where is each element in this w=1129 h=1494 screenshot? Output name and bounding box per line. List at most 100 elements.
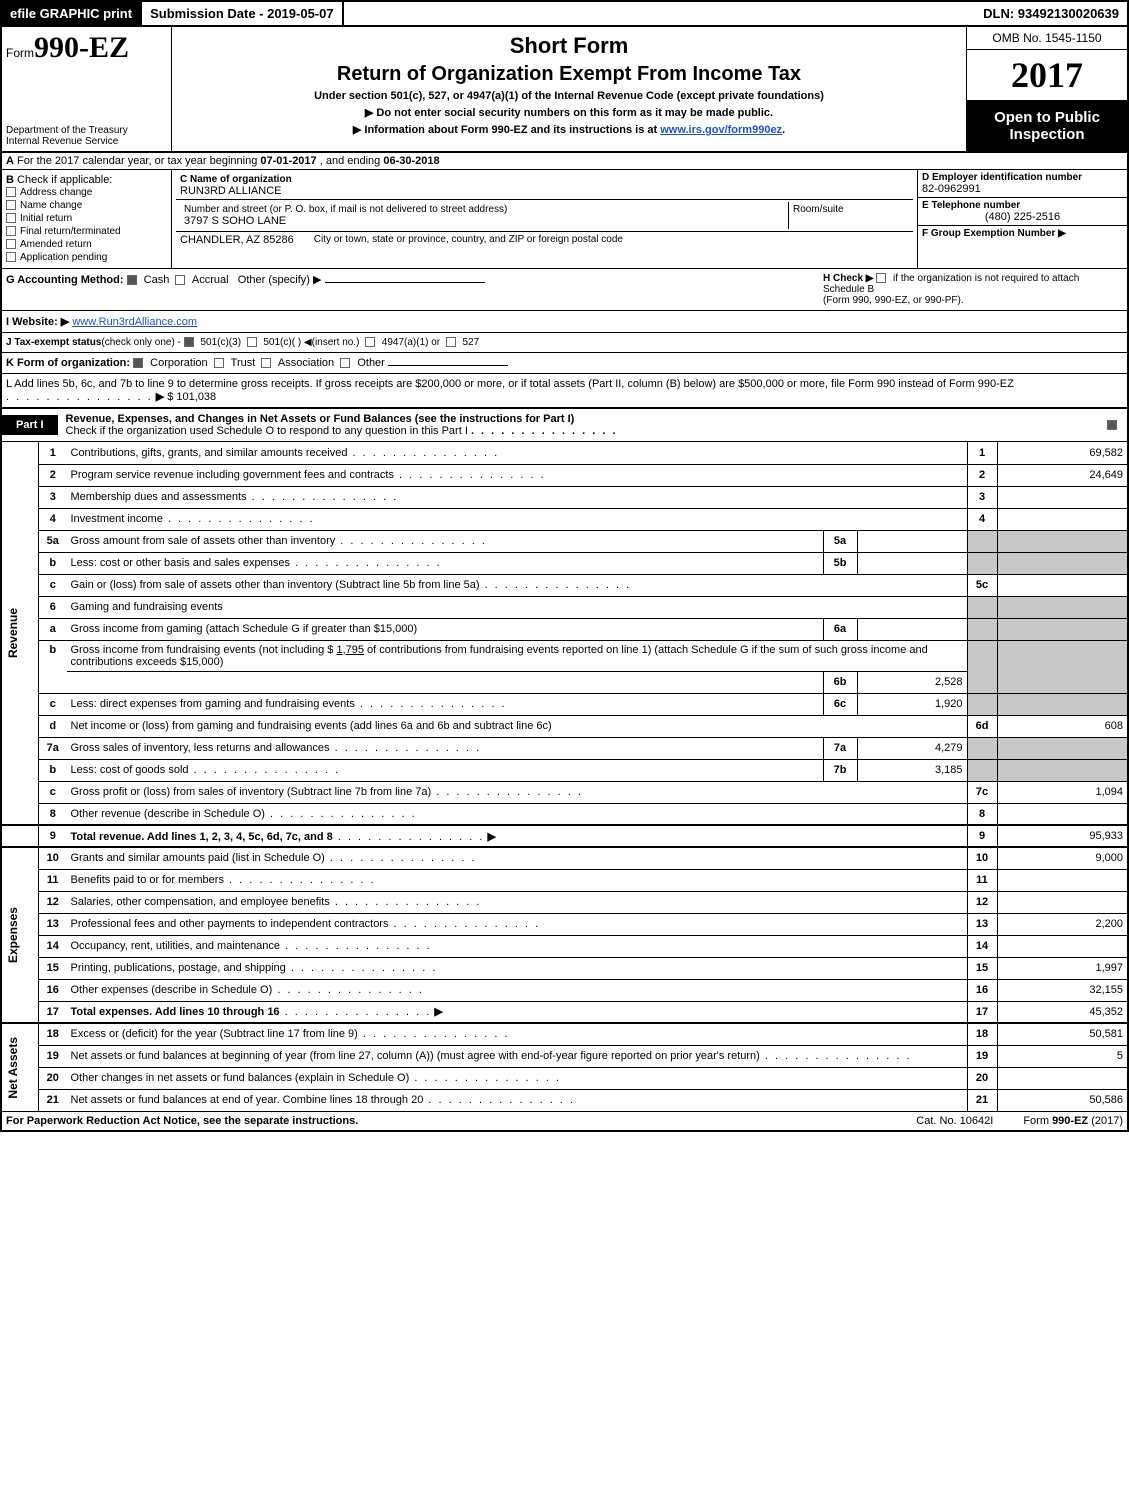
e-label: E Telephone number [922,200,1020,211]
f-row: F Group Exemption Number ▶ [918,226,1127,268]
line-15: 15 Printing, publications, postage, and … [2,957,1127,979]
amount: 50,581 [997,1023,1127,1045]
line-17: 17 Total expenses. Add lines 10 through … [2,1001,1127,1023]
subamt: 2,528 [857,671,967,693]
b-checklist: Address change Name change Initial retur… [6,186,167,264]
c-street-row: Number and street (or P. O. box, if mail… [176,200,913,232]
checkbox-icon[interactable] [133,358,143,368]
amount: 69,582 [997,442,1127,464]
checkbox-icon[interactable] [247,337,257,347]
subnum: 5a [823,530,857,552]
checkbox-icon[interactable] [1107,420,1117,430]
amount: 95,933 [997,825,1127,847]
footer-right-bold: 990-EZ [1052,1115,1088,1127]
desc: Net assets or fund balances at end of ye… [67,1089,968,1111]
boxnum-shade [967,640,997,693]
chk-application-pending[interactable]: Application pending [6,251,167,264]
line-4: 4 Investment income 4 [2,508,1127,530]
linenum: 8 [39,803,67,825]
checkbox-icon[interactable] [446,337,456,347]
chk-initial-return[interactable]: Initial return [6,212,167,225]
line-6c: c Less: direct expenses from gaming and … [2,693,1127,715]
footer-left: For Paperwork Reduction Act Notice, see … [6,1115,358,1127]
boxnum: 20 [967,1067,997,1089]
tax-year: 2017 [967,50,1127,101]
amount [997,1067,1127,1089]
line-21: 21 Net assets or fund balances at end of… [2,1089,1127,1111]
linenum: c [39,781,67,803]
department: Department of the Treasury Internal Reve… [6,125,167,147]
line-1: Revenue 1 Contributions, gifts, grants, … [2,442,1127,464]
subamt: 3,185 [857,759,967,781]
k-trust: Trust [231,357,256,369]
spacer [344,2,976,25]
info-pre: ▶ Information about Form 990-EZ and its … [353,124,660,136]
checkbox-icon[interactable] [876,273,886,283]
boxnum: 12 [967,891,997,913]
amount-shade [997,737,1127,759]
boxnum-shade [967,596,997,618]
subamt: 4,279 [857,737,967,759]
subnum: 5b [823,552,857,574]
checkbox-icon[interactable] [214,358,224,368]
checkbox-icon[interactable] [365,337,375,347]
desc: Gain or (loss) from sale of assets other… [67,574,968,596]
desc: Gross amount from sale of assets other t… [67,530,824,552]
arrow-icon: ▶ [434,1006,442,1018]
amount [997,574,1127,596]
amount-shade [997,596,1127,618]
boxnum: 18 [967,1023,997,1045]
a-begin: 07-01-2017 [260,155,316,167]
checkbox-icon[interactable] [175,275,185,285]
amount-shade [997,759,1127,781]
website-link[interactable]: www.Run3rdAlliance.com [72,316,197,328]
line-7c: c Gross profit or (loss) from sales of i… [2,781,1127,803]
amount-shade [997,552,1127,574]
f-label: F Group Exemption Number [922,228,1055,239]
efile-tag: efile GRAPHIC print [2,2,140,25]
boxnum: 4 [967,508,997,530]
irs-link[interactable]: www.irs.gov/form990ez [660,124,782,136]
linenum: 4 [39,508,67,530]
a-end: 06-30-2018 [383,155,439,167]
desc-blank [67,671,824,693]
checkbox-icon[interactable] [184,337,194,347]
desc: Gaming and fundraising events [67,596,968,618]
footer-right: Form 990-EZ (2017) [1023,1115,1123,1127]
footer: For Paperwork Reduction Act Notice, see … [0,1111,1129,1132]
linenum: 14 [39,935,67,957]
c-room: Room/suite [789,202,909,229]
checkbox-icon[interactable] [127,275,137,285]
opt-amended-return: Amended return [20,239,92,250]
line-12: 12 Salaries, other compensation, and emp… [2,891,1127,913]
amount: 24,649 [997,464,1127,486]
chk-name-change[interactable]: Name change [6,199,167,212]
j-501c: 501(c)( ) ◀(insert no.) [263,337,359,348]
c-city-val: CHANDLER, AZ 85286 [180,234,294,246]
chk-final-return[interactable]: Final return/terminated [6,225,167,238]
subamt [857,552,967,574]
header-block: Form990-EZ Department of the Treasury In… [0,25,1129,153]
e-val: (480) 225-2516 [922,211,1123,223]
checkbox-icon[interactable] [340,358,350,368]
chk-address-change[interactable]: Address change [6,186,167,199]
chk-amended-return[interactable]: Amended return [6,238,167,251]
boxnum: 5c [967,574,997,596]
a-mid: , and ending [317,155,384,167]
c-street-val: 3797 S SOHO LANE [184,215,784,227]
dots [6,391,153,403]
linenum: b [39,759,67,781]
dots [471,425,618,437]
subnum: 6b [823,671,857,693]
boxnum: 1 [967,442,997,464]
desc: Printing, publications, postage, and shi… [67,957,968,979]
desc: Gross income from gaming (attach Schedul… [67,618,824,640]
linenum: b [39,640,67,693]
g-block: G Accounting Method: Cash Accrual Other … [6,273,485,306]
boxnum: 10 [967,847,997,869]
checkbox-icon[interactable] [261,358,271,368]
g-accrual: Accrual [192,274,229,286]
footer-right-post: (2017) [1088,1115,1123,1127]
linenum: 20 [39,1067,67,1089]
desc: Program service revenue including govern… [67,464,968,486]
